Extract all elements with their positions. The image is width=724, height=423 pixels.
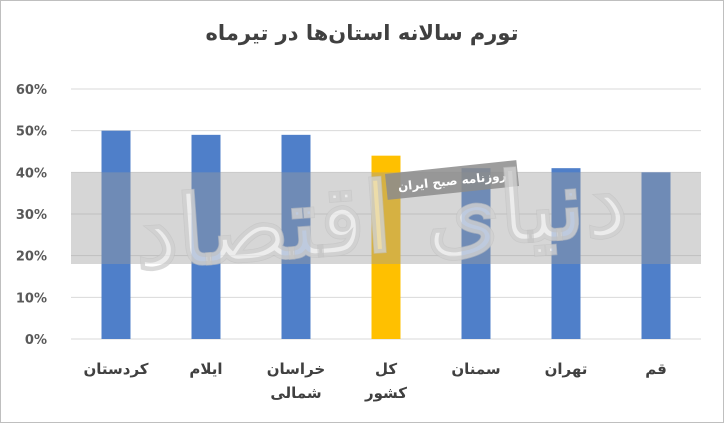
x-category-label: قم [645,360,667,378]
x-category-label: سمنان [451,360,500,378]
y-tick-label: 30% [16,208,47,223]
y-tick-label: 50% [16,125,47,140]
y-tick-label: 0% [25,333,47,348]
x-category-label: تهران [545,360,588,378]
x-category-label: کشور [364,384,407,402]
bar [461,168,491,339]
y-tick-label: 60% [16,83,47,98]
y-tick-label: 40% [16,166,47,181]
x-category-label: کردستان [83,360,148,378]
chart-title: تورم سالانه استان‌ها در تیرماه [205,21,519,45]
y-tick-label: 20% [16,250,47,265]
watermark-band [71,172,701,264]
y-tick-label: 10% [16,291,47,306]
x-category-label: کل [375,360,397,378]
bar [191,134,221,339]
watermark-badge [385,160,519,200]
x-category-label: ایلام [189,360,222,378]
bar [101,130,131,339]
x-category-label: خراسان [267,360,325,378]
bar [281,134,311,339]
bar [641,172,671,339]
bar [551,168,581,339]
x-category-label: شمالی [270,384,321,402]
